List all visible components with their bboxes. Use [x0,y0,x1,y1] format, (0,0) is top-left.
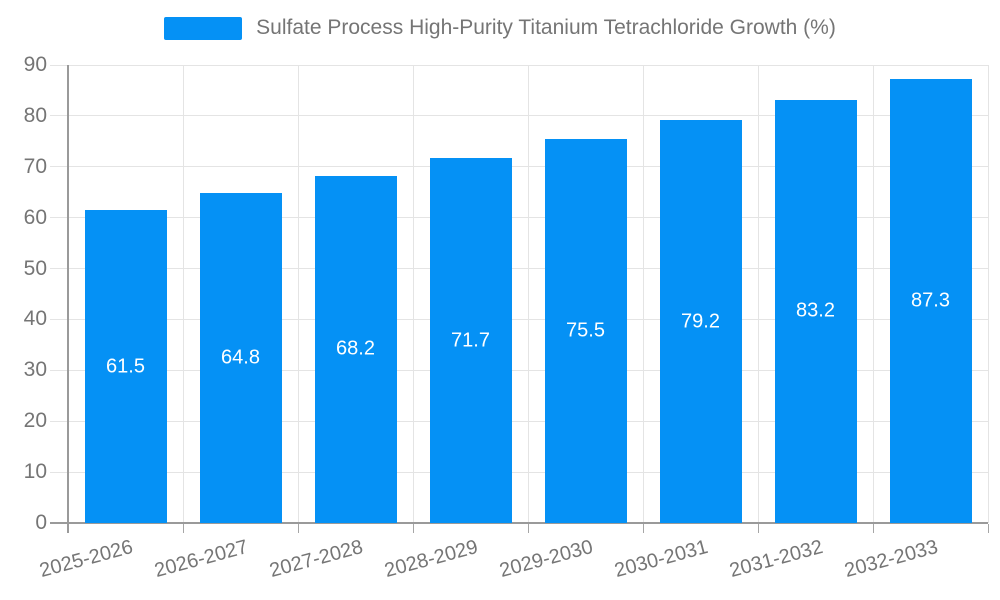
x-axis-tick [757,524,759,533]
gridline-horizontal [50,64,988,66]
bar[interactable]: 79.2 [659,120,742,523]
y-axis-tick-label: 10 [23,460,47,484]
y-axis-tick-label: 0 [35,511,47,534]
x-axis-tick-label: 2032-2033 [842,536,941,583]
gridline-vertical [297,65,299,523]
gridline-horizontal [50,369,988,371]
bar-value-label: 71.7 [451,329,490,352]
gridline-horizontal [50,217,988,219]
gridline-vertical [872,65,874,523]
x-axis-tick-label: 2026-2027 [152,536,251,583]
gridline-horizontal [50,166,988,168]
y-axis-line [67,65,69,533]
bar[interactable]: 68.2 [314,175,397,523]
x-axis-tick-label: 2025-2026 [37,536,136,583]
y-axis-tick-label: 50 [23,256,47,280]
x-axis-tick [872,524,874,533]
bar-value-label: 79.2 [681,310,720,332]
x-axis-line [50,522,988,524]
bar[interactable]: 83.2 [774,99,857,523]
x-axis-tick [987,524,989,533]
legend-item[interactable]: Sulfate Process High-Purity Titanium Tet… [0,16,1000,40]
y-axis-tick-label: 60 [23,205,47,229]
x-axis-tick-label: 2031-2032 [727,536,826,583]
y-axis-tick-label: 80 [23,103,47,127]
bar[interactable]: 61.5 [84,210,167,523]
x-axis-tick-label: 2030-2031 [612,536,711,583]
gridline-horizontal [50,268,988,270]
x-axis-tick [182,524,184,533]
bar[interactable]: 87.3 [889,78,972,523]
bar[interactable]: 71.7 [429,158,512,523]
y-axis-tick-label: 90 [23,53,47,76]
gridline-horizontal [50,115,988,117]
bar-value-label: 87.3 [911,289,950,312]
gridline-vertical [527,65,529,523]
x-axis-tick-label: 2028-2029 [382,536,481,583]
gridline-horizontal [50,471,988,473]
bar-value-label: 75.5 [566,319,605,342]
bar-value-label: 61.5 [106,355,145,377]
x-axis-tick [527,524,529,533]
bar-value-label: 68.2 [336,337,375,360]
gridline-vertical [987,65,989,523]
gridline-horizontal [50,420,988,422]
bar[interactable]: 75.5 [544,138,627,523]
gridline-vertical [642,65,644,523]
x-axis-tick [642,524,644,533]
y-axis-tick-label: 70 [23,154,47,178]
bar[interactable]: 64.8 [199,193,282,523]
x-axis-tick [412,524,414,533]
bar-value-label: 83.2 [796,299,835,322]
y-axis-tick-label: 40 [23,307,47,331]
y-axis-tick-label: 30 [23,358,47,382]
bar-value-label: 64.8 [221,346,260,369]
gridline-vertical [412,65,414,523]
x-axis-tick-label: 2029-2030 [497,536,596,583]
gridline-horizontal [50,318,988,320]
gridline-vertical [757,65,759,523]
legend-swatch [164,16,243,40]
x-axis-tick-label: 2027-2028 [267,536,366,583]
x-axis-tick [297,524,299,533]
legend-label: Sulfate Process High-Purity Titanium Tet… [256,16,836,39]
gridline-vertical [182,65,184,523]
y-axis-tick-label: 20 [23,409,47,433]
